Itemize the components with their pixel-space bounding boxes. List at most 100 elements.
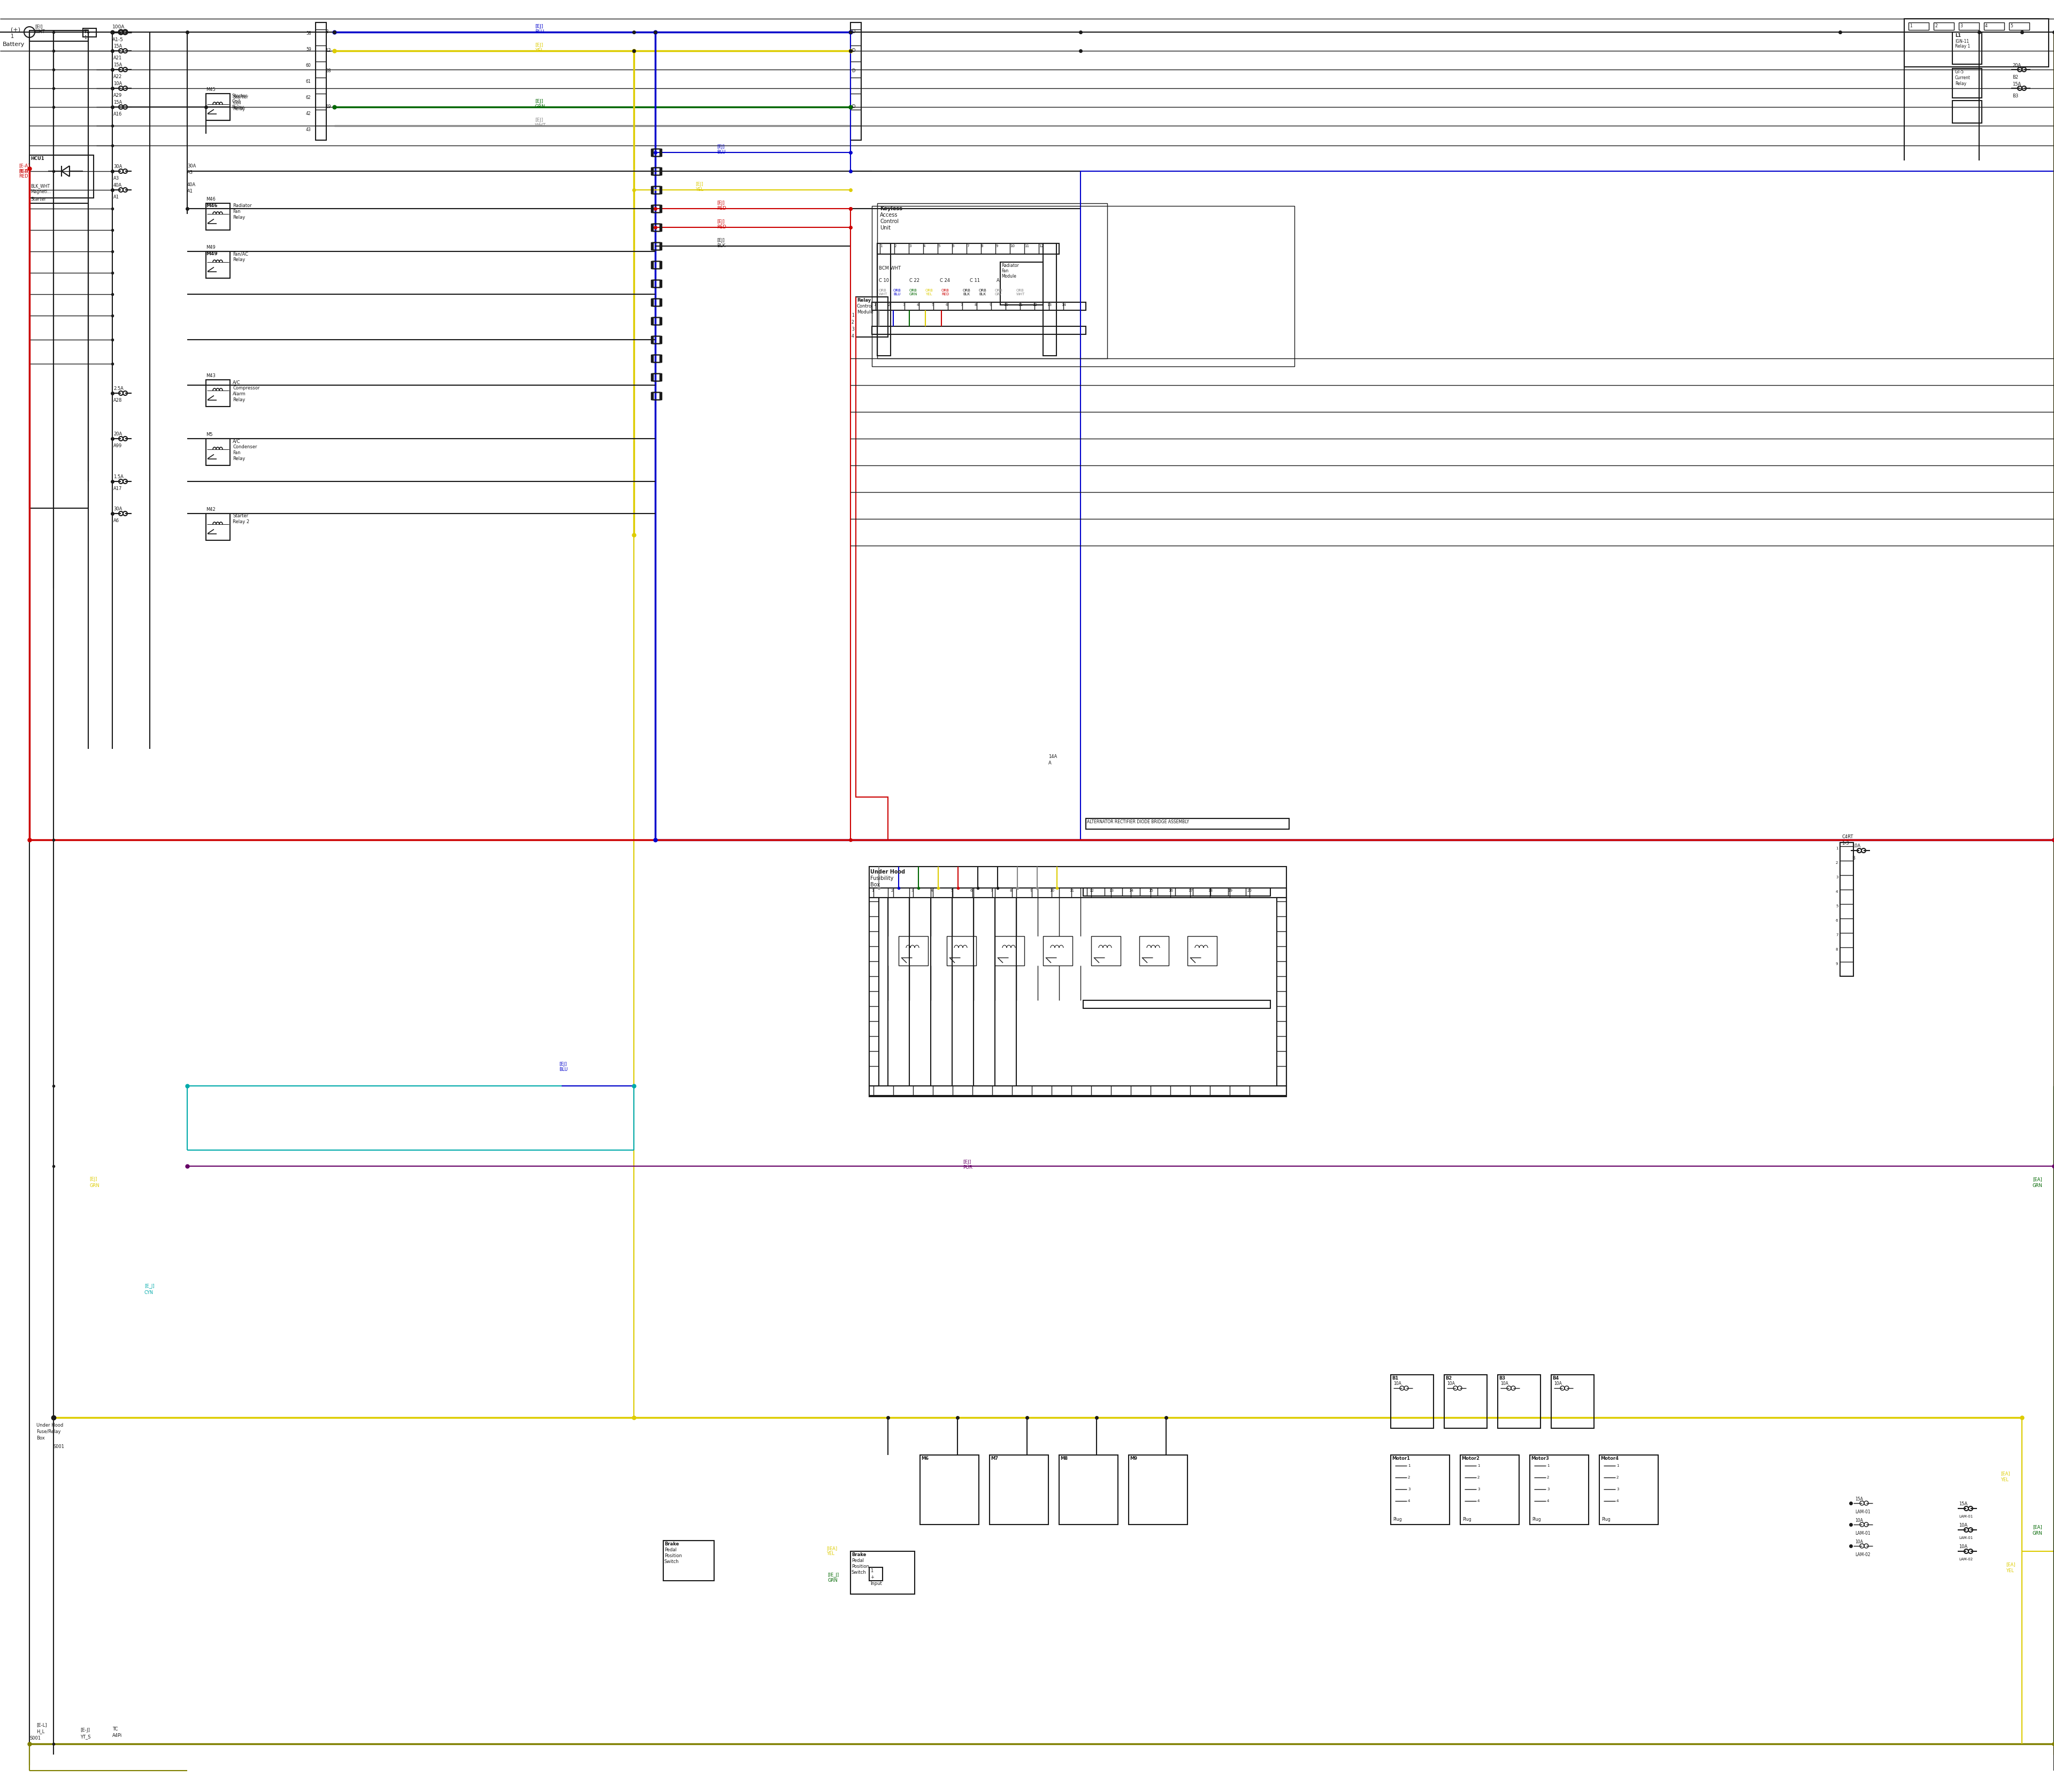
Bar xyxy=(1953,68,1982,99)
Text: Under Hood: Under Hood xyxy=(37,1423,64,1428)
Bar xyxy=(877,202,1107,358)
Bar xyxy=(1140,935,1169,966)
Bar xyxy=(651,373,659,382)
Bar xyxy=(651,204,659,213)
Bar xyxy=(1908,23,1929,30)
Bar xyxy=(1391,1374,1434,1428)
Text: HCU1: HCU1 xyxy=(31,156,45,161)
Text: Motor1: Motor1 xyxy=(1393,1457,1409,1460)
Text: 15A: 15A xyxy=(113,100,121,106)
Text: C 11: C 11 xyxy=(969,278,980,283)
Text: YT_S: YT_S xyxy=(80,1735,90,1738)
Text: M49: M49 xyxy=(205,246,216,249)
Bar xyxy=(1087,819,1290,830)
Text: 15A: 15A xyxy=(1960,1502,1968,1507)
Text: RED: RED xyxy=(717,206,727,211)
Text: 7: 7 xyxy=(1836,934,1838,937)
Text: 6: 6 xyxy=(945,303,949,306)
Bar xyxy=(1933,23,1953,30)
Bar xyxy=(651,149,661,156)
Text: 58: 58 xyxy=(306,30,310,36)
Text: [EA]: [EA] xyxy=(2001,1471,2011,1477)
Text: BLK: BLK xyxy=(717,244,725,249)
Text: 4: 4 xyxy=(852,333,854,339)
Text: Motor4: Motor4 xyxy=(1600,1457,1619,1460)
Text: 19: 19 xyxy=(1228,889,1232,892)
Text: 3: 3 xyxy=(902,303,904,306)
Text: 30A: 30A xyxy=(187,163,195,168)
Text: 3: 3 xyxy=(908,244,912,247)
Text: 3: 3 xyxy=(1616,1487,1619,1491)
Text: Position: Position xyxy=(852,1564,869,1570)
Text: Relay: Relay xyxy=(232,258,244,262)
Bar xyxy=(900,935,928,966)
Text: Relay: Relay xyxy=(1955,81,1966,86)
Text: RED: RED xyxy=(18,168,29,174)
Bar xyxy=(651,280,659,287)
Bar xyxy=(651,299,659,306)
Text: 7: 7 xyxy=(959,303,963,306)
Bar xyxy=(850,1552,914,1595)
Text: B2: B2 xyxy=(2013,75,2019,79)
Bar xyxy=(651,186,659,194)
Text: 1: 1 xyxy=(1407,1464,1411,1468)
Bar xyxy=(653,280,661,287)
Bar xyxy=(651,204,659,213)
Bar xyxy=(653,224,661,231)
Text: Starter: Starter xyxy=(31,197,45,202)
Bar xyxy=(653,373,661,382)
Bar xyxy=(651,335,659,344)
Text: 5: 5 xyxy=(939,244,941,247)
Text: Unit: Unit xyxy=(879,226,891,231)
Text: 1: 1 xyxy=(1477,1464,1479,1468)
Text: Module: Module xyxy=(1002,274,1017,280)
Text: 1: 1 xyxy=(1910,23,1912,29)
Text: Plug: Plug xyxy=(1393,1518,1401,1521)
Text: M6: M6 xyxy=(920,1457,928,1460)
Text: 6: 6 xyxy=(969,889,974,892)
Text: [E-L]: [E-L] xyxy=(37,1722,47,1727)
Bar xyxy=(653,204,661,213)
Text: [E_J]: [E_J] xyxy=(144,1283,154,1288)
Bar xyxy=(651,299,661,306)
Text: 13: 13 xyxy=(1048,303,1052,306)
Bar xyxy=(877,244,1060,254)
Text: Box: Box xyxy=(37,1435,45,1441)
Bar xyxy=(1391,1455,1450,1525)
Text: C 24: C 24 xyxy=(941,278,949,283)
Bar xyxy=(653,299,661,306)
Text: M7: M7 xyxy=(990,1457,998,1460)
Text: Fan: Fan xyxy=(232,450,240,455)
Bar xyxy=(653,280,661,287)
Bar xyxy=(1953,100,1982,124)
Text: Battery: Battery xyxy=(2,41,25,47)
Text: B3: B3 xyxy=(1499,1376,1506,1380)
Text: Box: Box xyxy=(871,882,879,887)
Bar xyxy=(205,202,230,229)
Text: [IEA]: [IEA] xyxy=(826,1546,838,1550)
Text: 5: 5 xyxy=(2011,23,2013,29)
Text: Relay: Relay xyxy=(232,398,244,401)
Bar xyxy=(82,29,97,38)
Text: A99: A99 xyxy=(113,443,121,448)
Bar xyxy=(651,262,659,269)
Text: Fan: Fan xyxy=(1002,269,1009,274)
Text: Relay: Relay xyxy=(232,215,244,220)
Text: 9: 9 xyxy=(1836,962,1838,966)
Text: 28: 28 xyxy=(325,68,331,73)
Text: 30A: 30A xyxy=(113,165,121,168)
Text: 10: 10 xyxy=(1004,303,1009,306)
Text: 15A: 15A xyxy=(1855,1496,1863,1502)
Text: Control: Control xyxy=(879,219,900,224)
Text: 2: 2 xyxy=(1407,1477,1411,1478)
Text: 5: 5 xyxy=(951,889,953,892)
Text: 10A: 10A xyxy=(1853,844,1861,848)
Bar xyxy=(29,202,88,509)
Text: Starter
Coil
Relay: Starter Coil Relay xyxy=(232,93,246,109)
Text: 15A: 15A xyxy=(113,63,121,68)
Bar xyxy=(994,935,1025,966)
Text: C 10: C 10 xyxy=(879,278,889,283)
Text: [EJ]: [EJ] xyxy=(963,1159,972,1165)
Text: Relay 1: Relay 1 xyxy=(1955,43,1970,48)
Bar xyxy=(205,251,230,278)
